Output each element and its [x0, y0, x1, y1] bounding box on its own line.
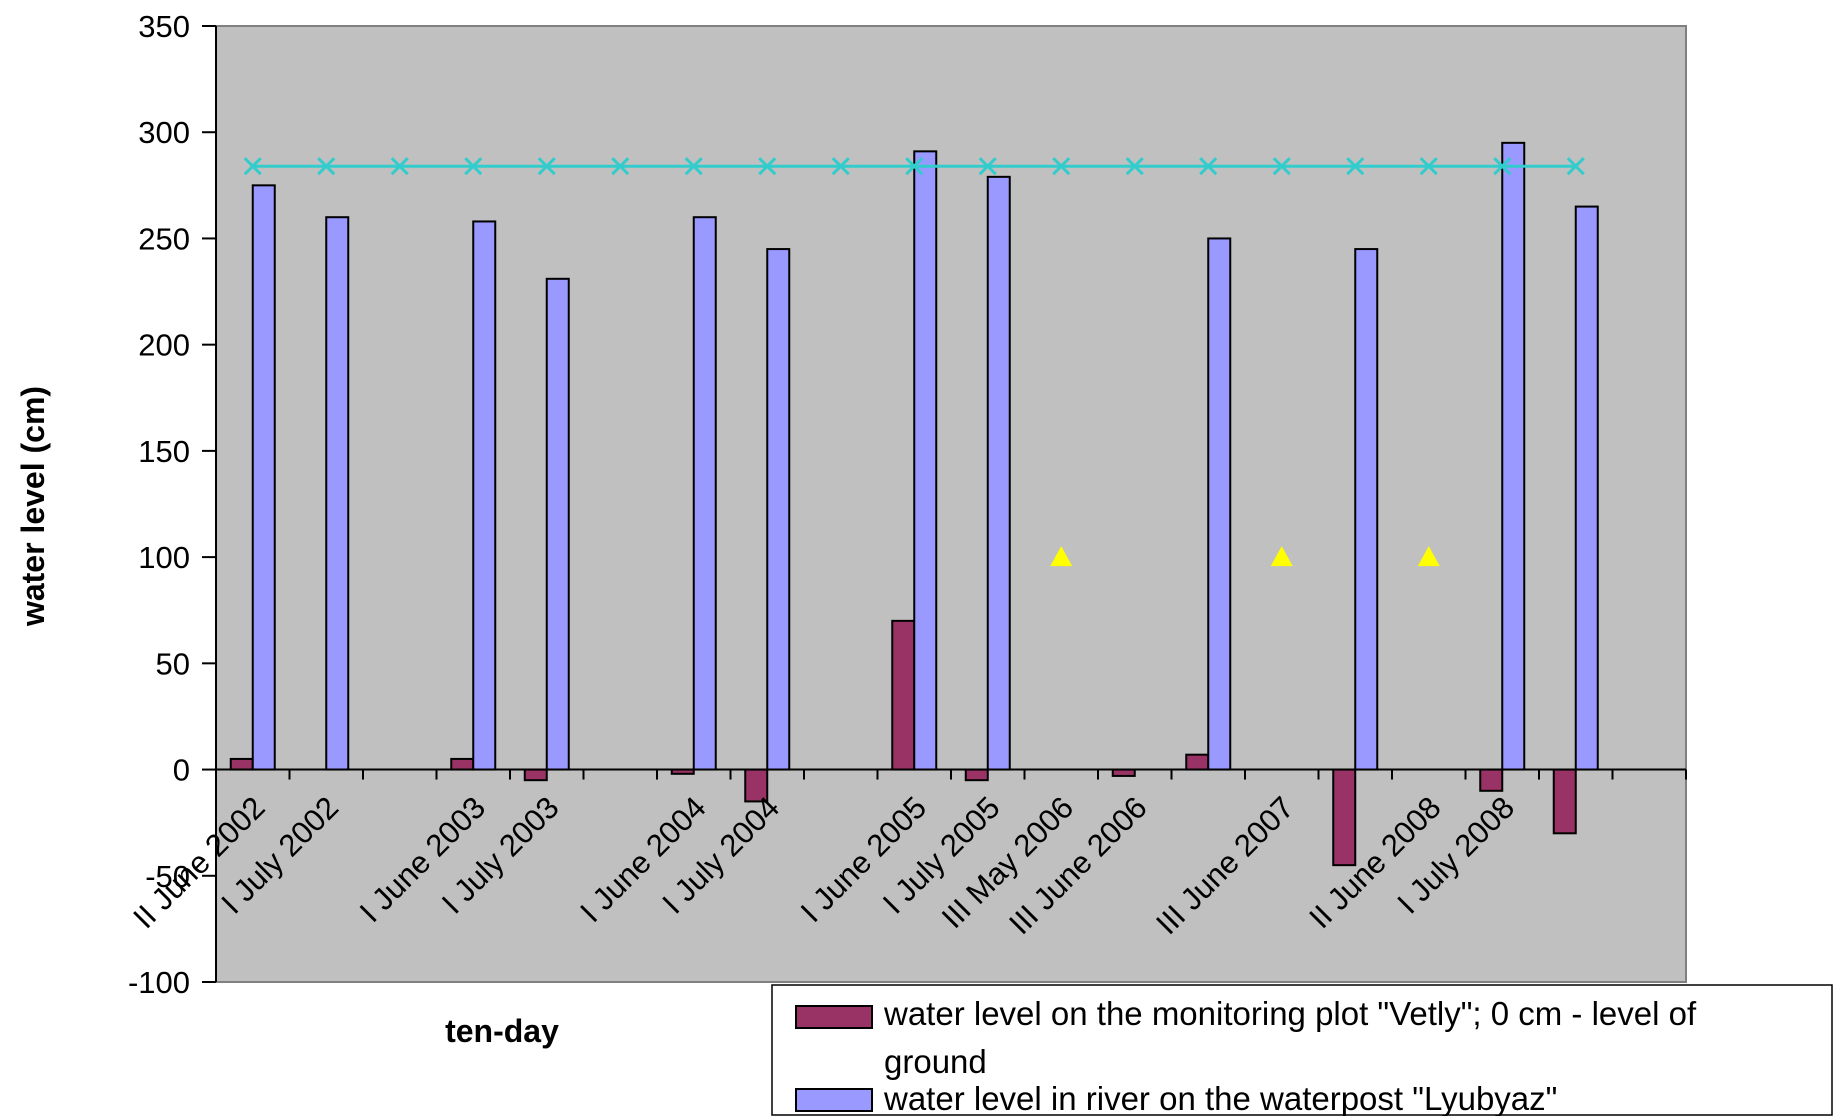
line-point-15	[1346, 157, 1365, 176]
triangle-point-11	[1050, 546, 1073, 567]
line-point-18	[1566, 157, 1585, 176]
x-axis-title: ten-day	[445, 1013, 559, 1049]
bar-series-2-0	[251, 184, 276, 771]
bar-series-1-0	[229, 757, 254, 771]
bar-series-2-6	[692, 216, 717, 771]
y-tick-label-7: 0	[173, 753, 190, 788]
line-point-5	[611, 157, 630, 176]
bar-series-1-18	[1552, 768, 1577, 835]
bar-series-1-4	[523, 768, 548, 782]
bar-series-1-3	[450, 757, 475, 771]
y-tick-label-2: 250	[138, 221, 190, 256]
line-point-9	[905, 157, 924, 176]
legend-swatch-series-2	[795, 1088, 873, 1112]
legend-box	[771, 984, 1833, 1116]
line-point-13	[1199, 157, 1218, 176]
triangle-point-16	[1417, 546, 1440, 567]
y-axis-title: water level (cm)	[15, 386, 51, 627]
line-point-17	[1493, 157, 1512, 176]
y-tick-label-6: 50	[156, 646, 190, 681]
bar-series-2-4	[545, 277, 570, 771]
bar-series-2-1	[325, 216, 350, 771]
legend-label-series-1: water level on the monitoring plot "Vetl…	[883, 995, 1705, 1080]
line-point-6	[684, 157, 703, 176]
bar-series-1-17	[1479, 768, 1504, 792]
bar-series-1-15	[1332, 768, 1357, 867]
y-tick-label-4: 150	[138, 434, 190, 469]
line-point-12	[1125, 157, 1144, 176]
line-point-7	[758, 157, 777, 176]
line-point-4	[537, 157, 556, 176]
legend-label-series-2: water level in river on the waterpost "L…	[883, 1080, 1557, 1116]
line-point-16	[1419, 157, 1438, 176]
line-point-3	[464, 157, 483, 176]
line-point-10	[978, 157, 997, 176]
triangle-point-14	[1270, 546, 1293, 567]
bar-series-2-9	[913, 150, 938, 771]
y-tick-label-1: 300	[138, 115, 190, 150]
line-point-14	[1272, 157, 1291, 176]
bar-series-2-3	[472, 220, 497, 771]
y-tick-label-8: -50	[145, 859, 190, 894]
legend-label-series-1-line-2: ground	[884, 1043, 987, 1080]
bar-series-2-18	[1574, 205, 1599, 771]
legend-swatch-series-1	[795, 1005, 873, 1029]
y-tick-label-0: 350	[138, 9, 190, 44]
line-point-2	[390, 157, 409, 176]
bar-series-2-7	[766, 248, 791, 771]
bar-series-2-13	[1207, 237, 1232, 771]
plot-area	[215, 25, 1687, 983]
y-tick-label-9: -100	[128, 965, 190, 1000]
bar-series-1-9	[891, 619, 916, 771]
line-point-8	[831, 157, 850, 176]
line-point-11	[1052, 157, 1071, 176]
bar-series-1-10	[964, 768, 989, 782]
y-tick-label-5: 100	[138, 540, 190, 575]
bar-series-2-15	[1354, 248, 1379, 771]
bar-series-1-13	[1185, 753, 1210, 771]
bar-series-2-10	[986, 175, 1011, 771]
line-point-0	[243, 157, 262, 176]
legend-label-series-1-line-1: water level on the monitoring plot "Vetl…	[883, 995, 1697, 1032]
line-point-1	[317, 157, 336, 176]
legend: water level on the monitoring plot "Vetl…	[771, 984, 1833, 1116]
bar-series-2-17	[1501, 141, 1526, 771]
y-tick-label-3: 200	[138, 328, 190, 363]
